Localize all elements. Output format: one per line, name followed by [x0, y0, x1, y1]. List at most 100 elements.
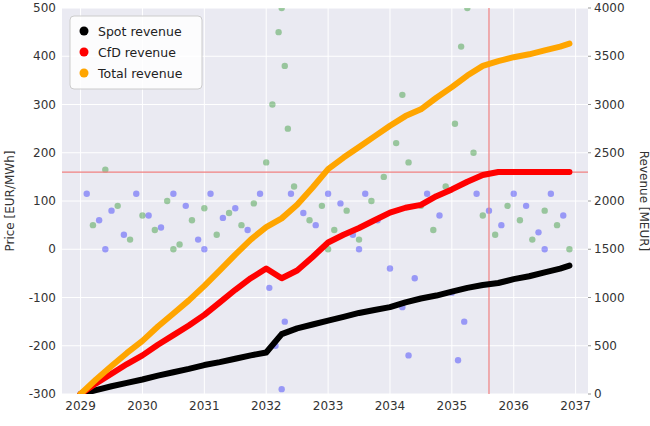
scatter-point [480, 212, 486, 218]
scatter-point [201, 246, 207, 252]
scatter-point [356, 236, 362, 242]
scatter-point [238, 222, 244, 228]
scatter-point [473, 191, 479, 197]
x-grid-line [328, 8, 329, 394]
scatter-point [158, 224, 164, 230]
scatter-series [84, 191, 567, 393]
y2-tick [588, 152, 591, 153]
scatter-point [541, 207, 547, 213]
scatter-point [278, 386, 284, 392]
scatter-point [535, 229, 541, 235]
x-grid-line [575, 8, 576, 394]
scatter-point [152, 227, 158, 233]
x-tick-label: 2029 [65, 399, 96, 413]
scatter-point [393, 140, 399, 146]
scatter-point [244, 227, 250, 233]
scatter-point [331, 227, 337, 233]
y2-tick [588, 104, 591, 105]
scatter-point [102, 246, 108, 252]
scatter-point [464, 8, 470, 11]
revenue-line [81, 172, 570, 394]
y2-tick-label: 0 [594, 387, 602, 401]
x-grid-line [451, 8, 452, 394]
y-axis-label: Price [EUR/MWh] [3, 150, 17, 251]
scatter-point [566, 246, 572, 252]
y2-tick-label: 2000 [594, 194, 625, 208]
scatter-point [275, 29, 281, 35]
y2-tick-label: 1500 [594, 242, 625, 256]
scatter-point [313, 222, 319, 228]
scatter-point [266, 285, 272, 291]
scatter-point [214, 232, 220, 238]
y-grid-line [62, 8, 588, 9]
scatter-point [306, 217, 312, 223]
scatter-point [424, 191, 430, 197]
scatter-point [560, 212, 566, 218]
plot-background [62, 8, 588, 394]
scatter-point [368, 198, 374, 204]
scatter-point [504, 203, 510, 209]
y-tick-label: -100 [29, 291, 56, 305]
scatter-point [121, 232, 127, 238]
scatter-point [436, 212, 442, 218]
y2-tick-label: 2500 [594, 146, 625, 160]
scatter-point [541, 246, 547, 252]
scatter-point [133, 191, 139, 197]
scatter-series [90, 8, 573, 252]
scatter-point [517, 217, 523, 223]
y2-tick-label: 1000 [594, 291, 625, 305]
scatter-point [548, 191, 554, 197]
y-tick-label: 200 [33, 146, 56, 160]
y-tick-label: 100 [33, 194, 56, 208]
scatter-point [523, 203, 529, 209]
scatter-point [288, 191, 294, 197]
scatter-point [356, 246, 362, 252]
y2-tick-label: 4000 [594, 1, 625, 15]
scatter-point [343, 207, 349, 213]
grid [62, 8, 591, 394]
scatter-point [201, 205, 207, 211]
scatter-point [282, 318, 288, 324]
scatter-point [381, 174, 387, 180]
scatter-point [189, 217, 195, 223]
legend: Spot revenueCfD revenueTotal revenue [70, 16, 202, 89]
scatter-point [362, 191, 368, 197]
y-tick-label: 300 [33, 98, 56, 112]
scatter-point [170, 246, 176, 252]
scatter-point [399, 92, 405, 98]
scatter-point [251, 200, 257, 206]
y-tick-label: 400 [33, 49, 56, 63]
y-grid-line [62, 152, 588, 153]
y2-tick-label: 500 [594, 339, 617, 353]
x-grid-line [266, 8, 267, 394]
x-tick-label: 2036 [498, 399, 529, 413]
legend-label: Total revenue [97, 66, 183, 81]
scatter-point [127, 236, 133, 242]
scatter-point [511, 191, 517, 197]
y2-axis-label: Revenue [MEUR] [637, 151, 650, 252]
legend-label: CfD revenue [98, 45, 176, 60]
y2-tick [588, 8, 591, 9]
scatter-point [263, 159, 269, 165]
scatter-point [325, 191, 331, 197]
x-tick-label: 2030 [127, 399, 158, 413]
y-grid-line [62, 201, 588, 202]
y2-tick [588, 297, 591, 298]
scatter-point [145, 212, 151, 218]
scatter-point [337, 200, 343, 206]
scatter-point [405, 159, 411, 165]
scatter-point [278, 8, 284, 11]
chart: -300-200-1000100200300400500202920302031… [0, 0, 650, 426]
scatter-point [412, 275, 418, 281]
y2-tick [588, 249, 591, 250]
y-grid-line [62, 297, 588, 298]
scatter-point [96, 217, 102, 223]
scatter-point [319, 203, 325, 209]
scatter-point [90, 222, 96, 228]
scatter-point [257, 191, 263, 197]
scatter-point [183, 203, 189, 209]
y2-tick-label: 3000 [594, 98, 625, 112]
scatter-point [529, 236, 535, 242]
scatter-point [458, 43, 464, 49]
legend-marker [80, 27, 89, 36]
